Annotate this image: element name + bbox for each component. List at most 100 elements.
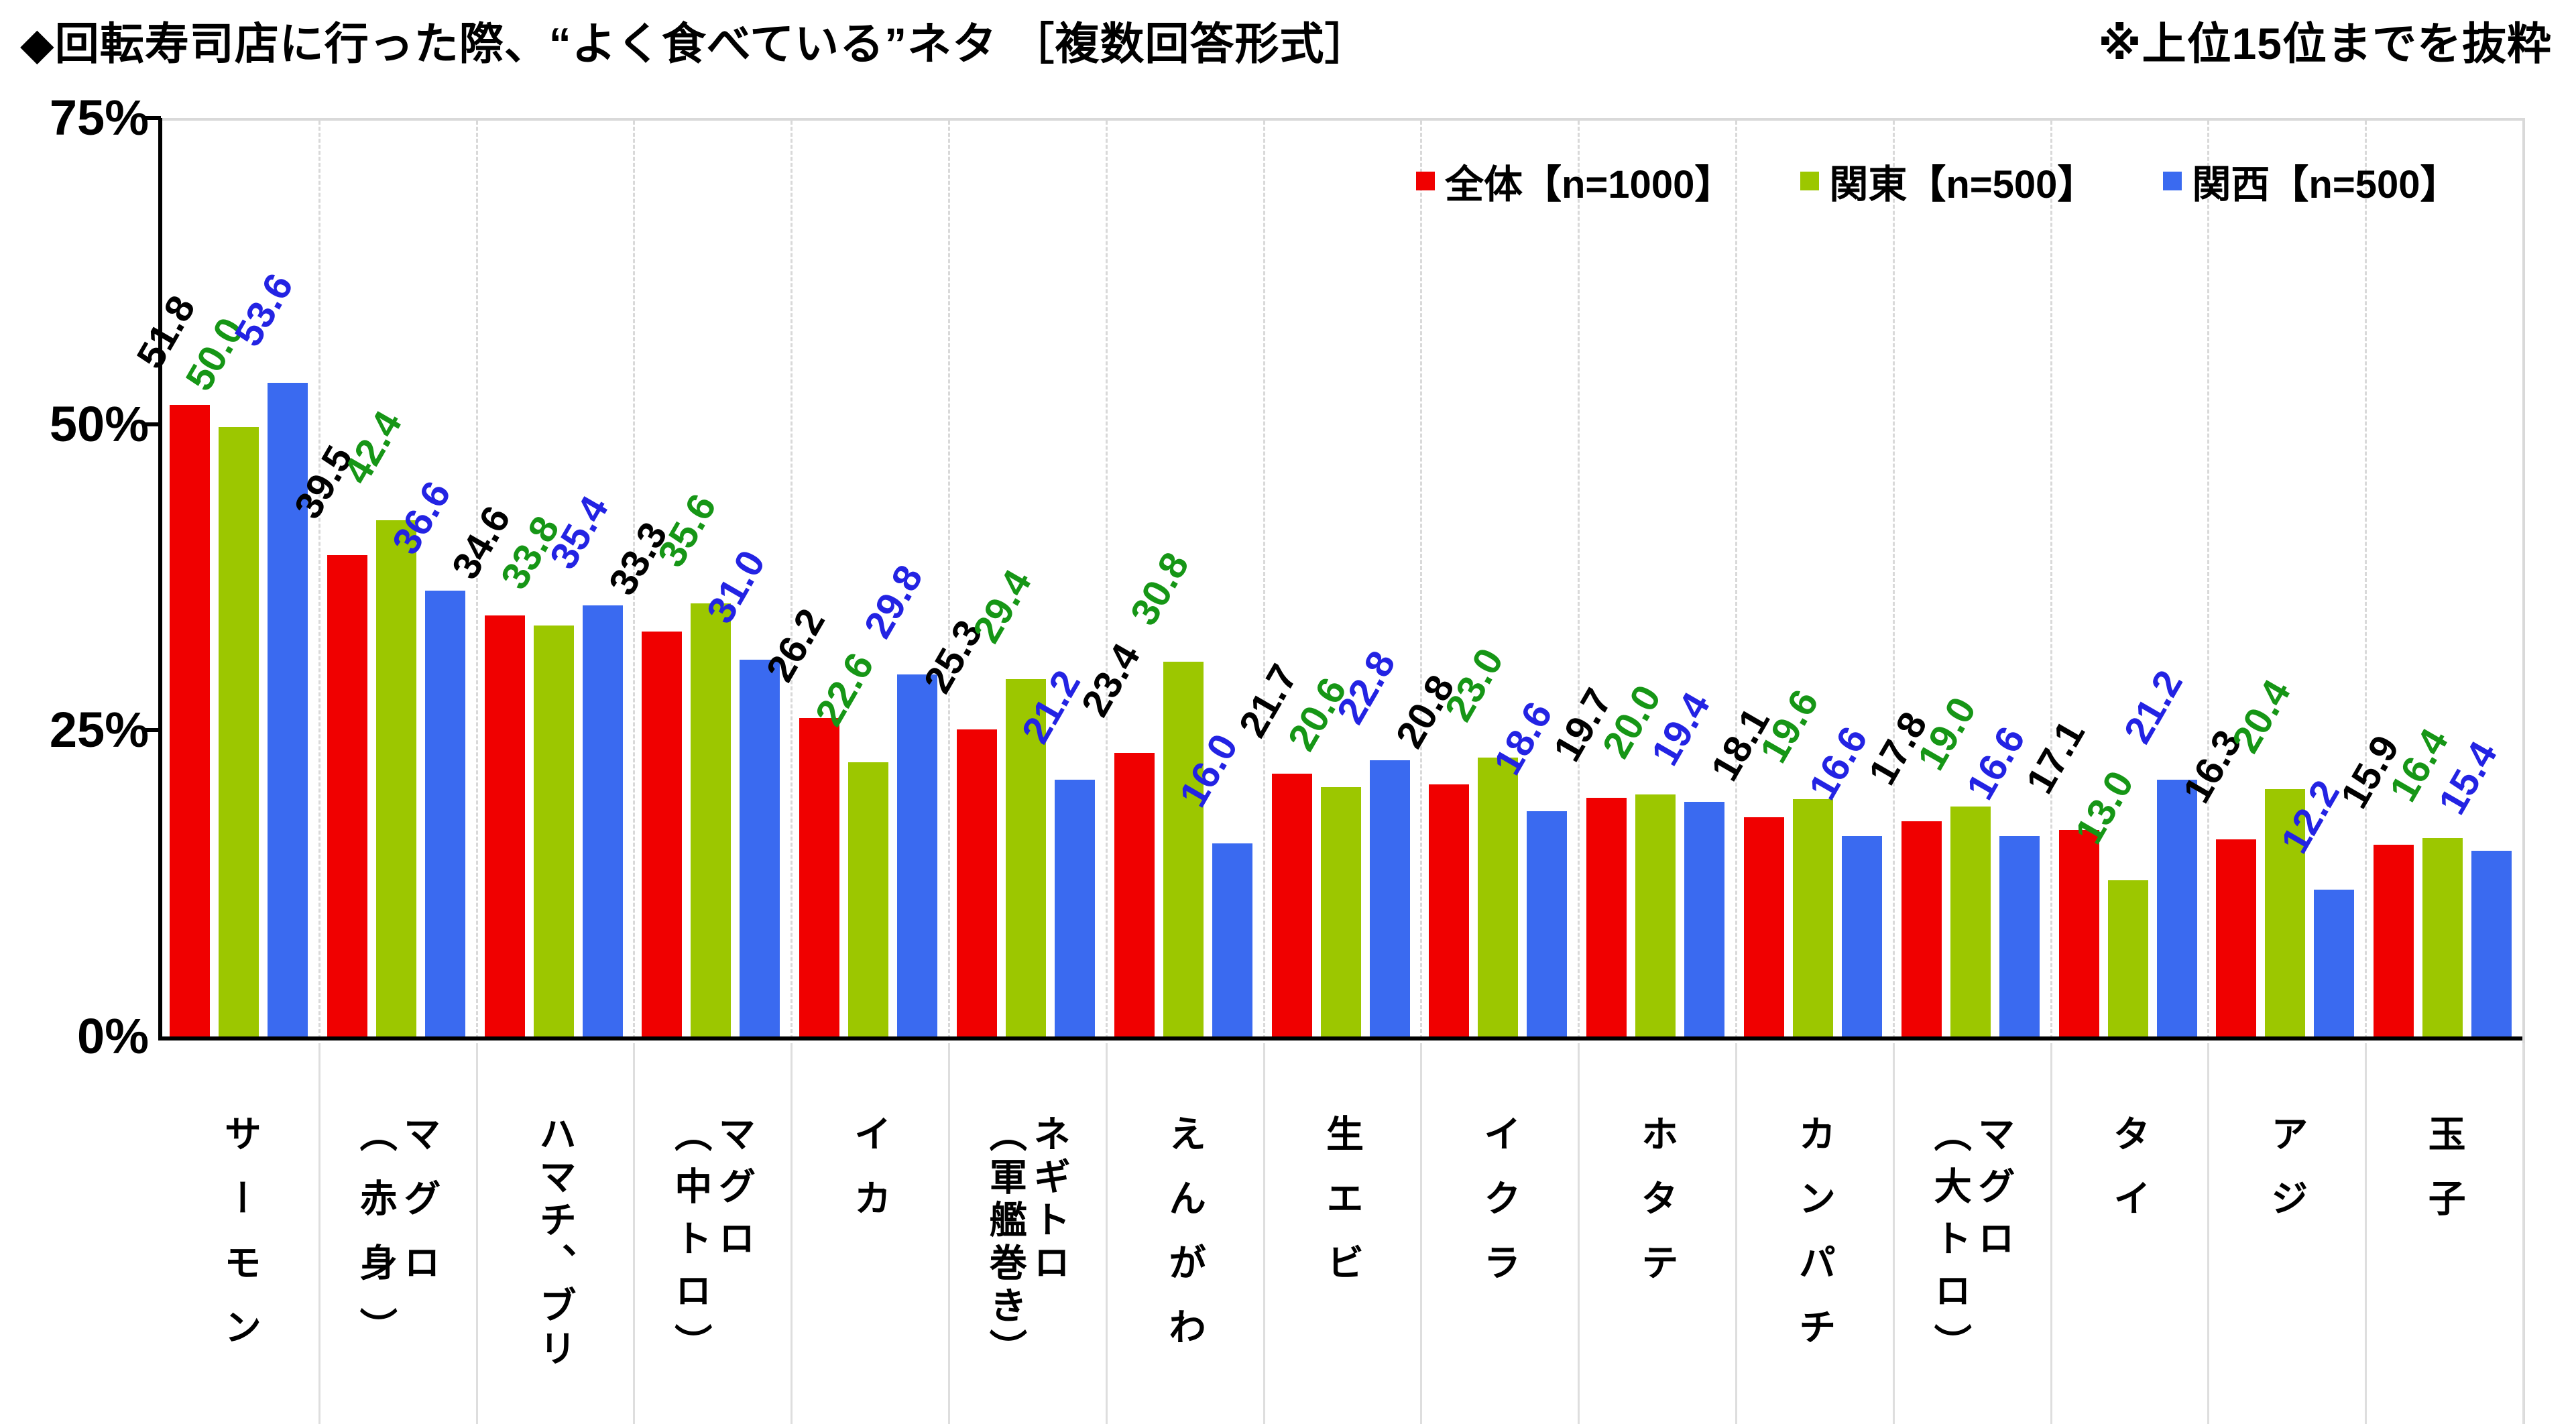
label-separator-line — [633, 1043, 636, 1424]
bar-関東【n=500】 — [2107, 880, 2148, 1039]
bar-全体【n=1000】 — [957, 729, 997, 1039]
bar-関東【n=500】 — [1320, 786, 1361, 1039]
x-axis-label: ネギトロ （軍艦巻き） — [984, 1114, 1071, 1372]
bar-全体【n=1000】 — [1586, 798, 1627, 1039]
chart-note: ※上位15位までを抜粋 — [2098, 19, 2552, 68]
bar-全体【n=1000】 — [1429, 784, 1470, 1039]
value-label: 21.2 — [2115, 662, 2191, 751]
bar-関東【n=500】 — [1950, 806, 1991, 1039]
bar-関東【n=500】 — [1635, 794, 1676, 1039]
label-separator-line — [1105, 1043, 1108, 1424]
x-axis-label-cell: ネギトロ （軍艦巻き） — [948, 1114, 1106, 1428]
label-separator-line — [1263, 1043, 1265, 1424]
legend-label: 全体【n=1000】 — [1445, 163, 1734, 206]
label-separator-line — [2522, 1043, 2524, 1424]
bar-関東【n=500】 — [2265, 789, 2306, 1039]
x-axis-label-cell: サーモン — [161, 1114, 318, 1428]
value-label: 42.4 — [335, 403, 410, 491]
x-axis-label: マグロ （大トロ） — [1929, 1114, 2015, 1376]
value-label: 31.0 — [698, 542, 774, 631]
value-label: 19.6 — [1751, 682, 1828, 770]
x-axis-line — [158, 1036, 2525, 1040]
label-separator-line — [1420, 1043, 1423, 1424]
x-axis-label-cell: えんがわ — [1106, 1114, 1263, 1428]
x-axis-label: マグロ （中トロ） — [669, 1114, 756, 1376]
chart-title: ◆回転寿司店に行った際、“よく食べている”ネタ ［複数回答形式］ — [20, 19, 1370, 68]
x-axis-label: カンパチ — [1793, 1114, 1836, 1372]
y-tick-label: 25% — [49, 702, 149, 758]
label-separator-line — [1735, 1043, 1737, 1424]
label-separator-line — [1578, 1043, 1580, 1424]
bar-関西【n=500】 — [1527, 811, 1568, 1039]
bar-全体【n=1000】 — [2058, 829, 2099, 1039]
x-axis-label-cell: マグロ （赤身） — [318, 1114, 476, 1428]
group-separator-line — [1892, 121, 1895, 1039]
bar-関西【n=500】 — [1999, 835, 2040, 1039]
legend-label: 関西【n=500】 — [2192, 163, 2459, 206]
bar-関東【n=500】 — [1163, 662, 1204, 1039]
x-axis-label: ハマチ、ブリ — [534, 1114, 577, 1372]
label-separator-line — [791, 1043, 793, 1424]
x-axis-label: マグロ （赤身） — [355, 1114, 441, 1372]
group-separator-line — [2050, 121, 2052, 1039]
x-axis-label-cell: マグロ （大トロ） — [1893, 1114, 2050, 1428]
bar-関西【n=500】 — [268, 382, 308, 1039]
value-label: 23.4 — [1073, 636, 1149, 724]
y-tick-label: 0% — [77, 1008, 149, 1064]
bar-関東【n=500】 — [1793, 798, 1833, 1039]
value-label: 29.8 — [856, 557, 932, 646]
group-separator-line — [475, 121, 478, 1039]
plot-right-border — [2522, 118, 2525, 1424]
y-tick-mark — [142, 422, 161, 426]
label-separator-line — [948, 1043, 950, 1424]
bar-関西【n=500】 — [2471, 850, 2512, 1039]
bar-全体【n=1000】 — [799, 718, 840, 1039]
bar-全体【n=1000】 — [642, 631, 683, 1039]
bar-全体【n=1000】 — [484, 615, 525, 1039]
bar-関西【n=500】 — [1212, 843, 1252, 1039]
legend-item: 関東【n=500】 — [1800, 153, 2096, 209]
y-tick-label: 50% — [49, 396, 149, 452]
bar-全体【n=1000】 — [1271, 773, 1312, 1039]
legend: 全体【n=1000】 関東【n=500】 関西【n=500】 — [1416, 153, 2459, 209]
bar-全体【n=1000】 — [1744, 817, 1784, 1039]
value-label: 30.8 — [1122, 545, 1197, 633]
value-label: 13.0 — [2066, 763, 2142, 851]
x-axis-label: サーモン — [219, 1114, 261, 1372]
group-separator-line — [1105, 121, 1108, 1039]
x-axis-label: ホタテ — [1636, 1114, 1679, 1307]
group-separator-line — [1420, 121, 1423, 1039]
bar-全体【n=1000】 — [1114, 752, 1155, 1039]
bar-関東【n=500】 — [1478, 757, 1519, 1039]
x-axis-label-cell: カンパチ — [1735, 1114, 1893, 1428]
group-separator-line — [318, 121, 320, 1039]
x-axis-label: イカ — [849, 1114, 892, 1243]
bar-関西【n=500】 — [424, 591, 465, 1039]
group-separator-line — [948, 121, 950, 1039]
plot-area: 51.8 50.0 53.6 39.5 42.4 36.6 34.6 33.8 35.4 33.3… — [128, 118, 2522, 1039]
group-separator-line — [633, 121, 636, 1039]
x-axis-labels: サーモン マグロ （赤身） ハマチ、ブリ マグロ （中トロ） イカ ネギトロ （軍艦巻き）… — [161, 1114, 2522, 1428]
bar-関東【n=500】 — [219, 426, 259, 1039]
label-separator-line — [2050, 1043, 2052, 1424]
bar-関東【n=500】 — [848, 762, 889, 1039]
bar-関西【n=500】 — [582, 605, 623, 1039]
bar-全体【n=1000】 — [327, 555, 367, 1039]
x-axis-label-cell: タイ — [2050, 1114, 2208, 1428]
bar-関西【n=500】 — [1055, 779, 1095, 1039]
group-separator-line — [1735, 121, 1737, 1039]
y-tick-mark — [142, 116, 161, 120]
legend-swatch — [2163, 172, 2182, 190]
x-axis-label-cell: イカ — [791, 1114, 948, 1428]
x-axis-label: タイ — [2108, 1114, 2151, 1243]
legend-swatch — [1416, 172, 1435, 190]
group-separator-line — [1263, 121, 1265, 1039]
x-axis-label-cell: アジ — [2207, 1114, 2365, 1428]
legend-swatch — [1800, 172, 1820, 190]
bar-関西【n=500】 — [897, 674, 938, 1039]
value-label: 22.8 — [1328, 643, 1404, 731]
label-separator-line — [1892, 1043, 1895, 1424]
x-axis-label-cell: 生エビ — [1263, 1114, 1421, 1428]
bar-関西【n=500】 — [740, 659, 780, 1039]
